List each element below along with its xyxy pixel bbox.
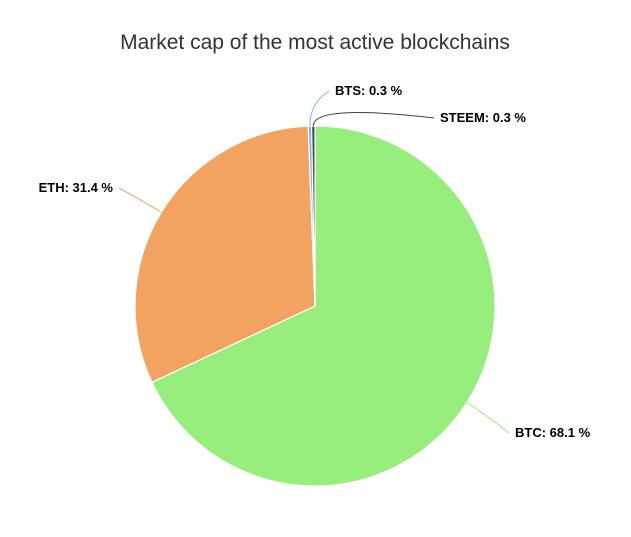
slice-label-steem: STEEM: 0.3 %: [440, 110, 526, 125]
connector-steem: [312, 112, 435, 127]
pie-slice-btc[interactable]: [151, 125, 496, 487]
chart-title: Market cap of the most active blockchain…: [120, 31, 510, 54]
connector-eth: [118, 187, 162, 213]
slice-label-btc: BTC: 68.1 %: [515, 425, 591, 440]
connector-btc: [466, 402, 510, 434]
slice-label-bts: BTS: 0.3 %: [335, 83, 403, 98]
slice-label-eth: ETH: 31.4 %: [39, 180, 114, 195]
connector-bts: [309, 90, 330, 127]
